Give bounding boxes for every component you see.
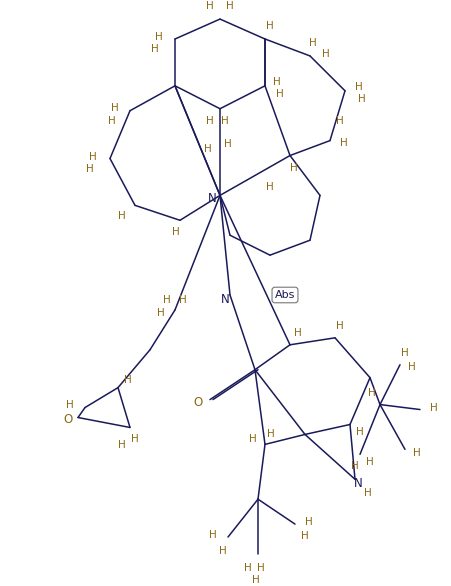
Text: H: H <box>86 165 94 175</box>
Text: N: N <box>207 192 216 205</box>
Text: H: H <box>118 441 125 451</box>
Text: Abs: Abs <box>274 290 295 300</box>
Text: H: H <box>111 103 119 113</box>
Text: N: N <box>220 294 229 306</box>
Text: H: H <box>118 212 125 222</box>
Text: H: H <box>108 115 115 125</box>
Text: H: H <box>206 115 213 125</box>
Text: H: H <box>221 115 228 125</box>
Text: H: H <box>400 347 408 358</box>
Text: O: O <box>63 413 73 426</box>
Text: H: H <box>244 563 251 573</box>
Text: H: H <box>365 457 373 467</box>
Text: H: H <box>155 32 162 42</box>
Text: H: H <box>429 403 437 413</box>
Text: H: H <box>300 531 308 541</box>
Text: H: H <box>266 21 273 31</box>
Text: H: H <box>206 1 213 11</box>
Text: H: H <box>224 138 231 149</box>
Text: H: H <box>364 488 371 498</box>
Text: H: H <box>407 362 415 372</box>
Text: H: H <box>294 328 301 338</box>
Text: H: H <box>179 295 186 305</box>
Text: O: O <box>193 396 202 409</box>
Text: H: H <box>131 434 138 444</box>
Text: H: H <box>66 400 74 410</box>
Text: H: H <box>209 530 216 540</box>
Text: H: H <box>272 77 280 87</box>
Text: H: H <box>151 44 158 54</box>
Text: H: H <box>355 427 363 438</box>
Text: H: H <box>219 546 226 556</box>
Text: H: H <box>89 152 97 162</box>
Text: H: H <box>336 115 343 125</box>
Text: H: H <box>354 82 362 92</box>
Text: H: H <box>412 448 420 458</box>
Text: H: H <box>226 1 233 11</box>
Text: H: H <box>257 563 264 573</box>
Text: H: H <box>339 138 347 148</box>
Text: H: H <box>350 461 358 471</box>
Text: H: H <box>157 308 165 318</box>
Text: H: H <box>267 430 274 440</box>
Text: H: H <box>163 295 170 305</box>
Text: H: H <box>276 89 283 99</box>
Text: H: H <box>204 144 212 154</box>
Text: H: H <box>357 94 365 104</box>
Text: H: H <box>308 38 316 48</box>
Text: H: H <box>266 182 273 192</box>
Text: H: H <box>172 227 179 237</box>
Text: H: H <box>304 517 312 527</box>
Text: H: H <box>124 374 132 384</box>
Text: H: H <box>336 321 343 331</box>
Text: N: N <box>353 477 362 490</box>
Text: H: H <box>290 163 297 173</box>
Text: H: H <box>367 387 375 398</box>
Text: H: H <box>249 434 256 444</box>
Text: H: H <box>252 575 259 585</box>
Text: H: H <box>322 49 329 59</box>
